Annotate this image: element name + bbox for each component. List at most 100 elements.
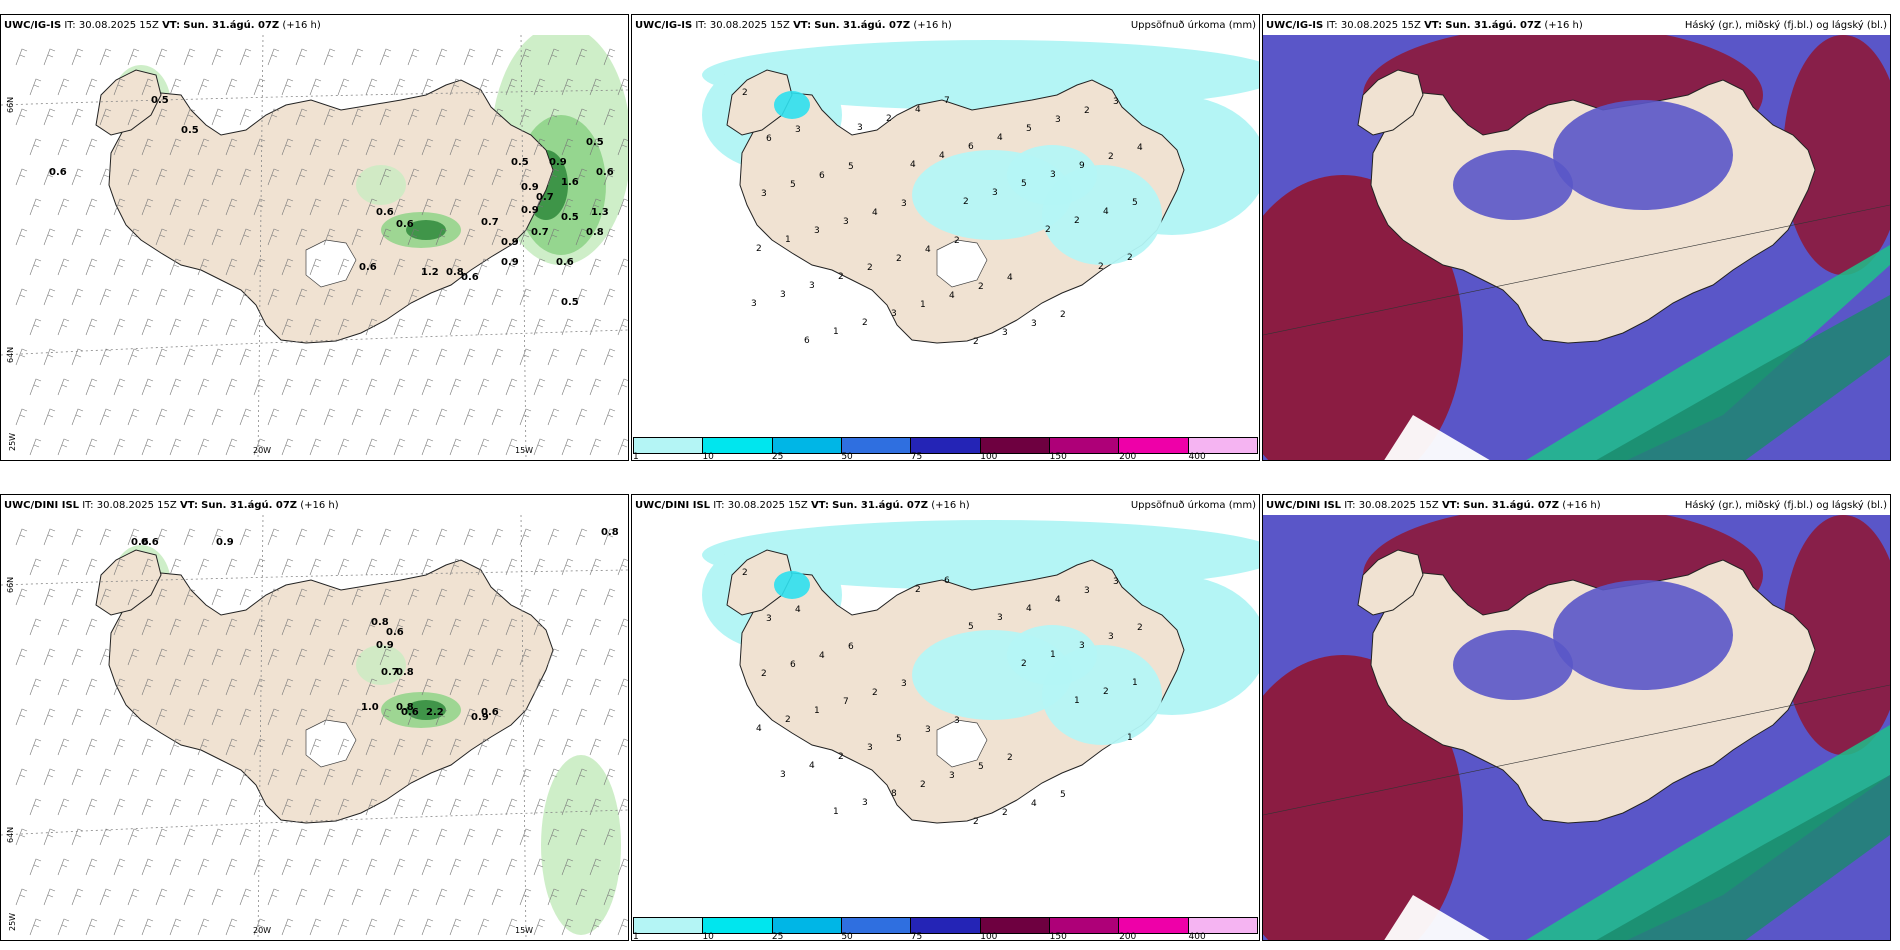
wind-barb (29, 738, 42, 756)
wind-barb (351, 228, 364, 246)
wind-barb (603, 108, 616, 126)
westfjords (95, 69, 162, 136)
wind-barbs (15, 48, 628, 456)
wind-barb (435, 48, 448, 66)
high-cloud-area (1783, 515, 1890, 755)
wind-barb (85, 198, 98, 216)
wind-barb (57, 918, 70, 936)
value-label: 0.9 (521, 205, 539, 216)
precip-value-label: 2 (1108, 152, 1114, 162)
panel-header-right: Háský (gr.), miðský (fj.bl.) og lágský (… (1684, 19, 1887, 31)
iceland-outline (95, 69, 554, 344)
wind-barb (169, 378, 182, 396)
wind-barb (365, 378, 378, 396)
wind-barb (57, 738, 70, 756)
value-label: 0.6 (481, 707, 499, 718)
meridian-15w (520, 515, 527, 940)
value-label: 0.5 (151, 95, 169, 106)
value-label: 0.5 (561, 297, 579, 308)
wind-barb (477, 798, 490, 816)
wind-barb (113, 198, 126, 216)
lat-label: 64N (6, 827, 15, 843)
value-label: 0.8 (396, 702, 414, 713)
colorbar-label: 10 (702, 932, 714, 941)
wind-barb (127, 708, 140, 726)
precip-value-label: 3 (901, 679, 907, 689)
wind-barb (505, 858, 518, 876)
wind-barb (85, 798, 98, 816)
wind-barb (309, 738, 322, 756)
colorbar-label: 1 (633, 452, 639, 461)
wind-barb (225, 858, 238, 876)
wind-barb (589, 858, 602, 876)
wind-barb (337, 378, 350, 396)
precip-value-label: 4 (819, 651, 825, 661)
value-label: 0.7 (381, 667, 399, 678)
wind-barb (337, 858, 350, 876)
lat-label: 66N (6, 577, 15, 593)
wind-barb (491, 48, 504, 66)
wind-barb (141, 438, 154, 456)
wind-barb (561, 258, 574, 276)
wind-barb (239, 888, 252, 906)
wind-barb (323, 48, 336, 66)
precip-value-label: 2 (978, 282, 984, 292)
wind-barb (71, 108, 84, 126)
wind-barb (575, 288, 588, 306)
wind-barb (407, 168, 420, 186)
wind-barb (603, 888, 616, 906)
panel-header-left: UWC/DINI ISL IT: 30.08.2025 15Z VT: Sun.… (635, 499, 970, 511)
wind-barb (323, 168, 336, 186)
wind-barb (43, 408, 56, 426)
wind-barb (295, 588, 308, 606)
precip-value-label: 4 (1007, 273, 1013, 283)
wind-barb (141, 738, 154, 756)
wind-barb (267, 48, 280, 66)
wind-barb (309, 558, 322, 576)
wind-barb (323, 708, 336, 726)
wind-barb (85, 378, 98, 396)
precip-value-label: 3 (761, 189, 767, 199)
wind-barb (169, 618, 182, 636)
wind-barb (603, 648, 616, 666)
wind-barb (435, 588, 448, 606)
field-blob (702, 520, 1259, 590)
precip-value-label: 1 (833, 327, 839, 337)
wind-barb (547, 708, 560, 726)
wind-barb (29, 678, 42, 696)
wind-barb (71, 768, 84, 786)
wind-barb (533, 918, 546, 936)
colorbar-swatch (703, 438, 773, 453)
wind-barb (407, 48, 420, 66)
precip-value-label: 3 (992, 188, 998, 198)
wind-barb (29, 198, 42, 216)
wind-barb (29, 138, 42, 156)
wind-barb (379, 348, 392, 366)
precip-value-label: 3 (925, 725, 931, 735)
precip-value-label: 2 (1103, 687, 1109, 697)
colorbar-swatches (633, 917, 1258, 934)
wind-barb (449, 738, 462, 756)
wind-barb (253, 798, 266, 816)
wind-barb (365, 678, 378, 696)
wind-barb (505, 918, 518, 936)
wind-barb (141, 138, 154, 156)
low-cloud-band (1526, 725, 1890, 940)
wind-barb (561, 438, 574, 456)
precip-value-label: 2 (886, 114, 892, 124)
wind-barb (155, 408, 168, 426)
wind-barb (421, 738, 434, 756)
wind-barb (71, 48, 84, 66)
value-label: 0.8 (371, 617, 389, 628)
wind-barb (323, 408, 336, 426)
value-label: 0.6 (141, 537, 159, 548)
wind-barb (505, 738, 518, 756)
wind-barb (351, 648, 364, 666)
wind-barb (225, 738, 238, 756)
precip-value-label: 3 (766, 614, 772, 624)
panel-dini-clouds: UWC/DINI ISL IT: 30.08.2025 15Z VT: Sun.… (1262, 494, 1891, 941)
value-label: 0.6 (401, 707, 419, 718)
wind-barb (379, 408, 392, 426)
wind-barb (603, 708, 616, 726)
wind-barb (617, 678, 628, 696)
